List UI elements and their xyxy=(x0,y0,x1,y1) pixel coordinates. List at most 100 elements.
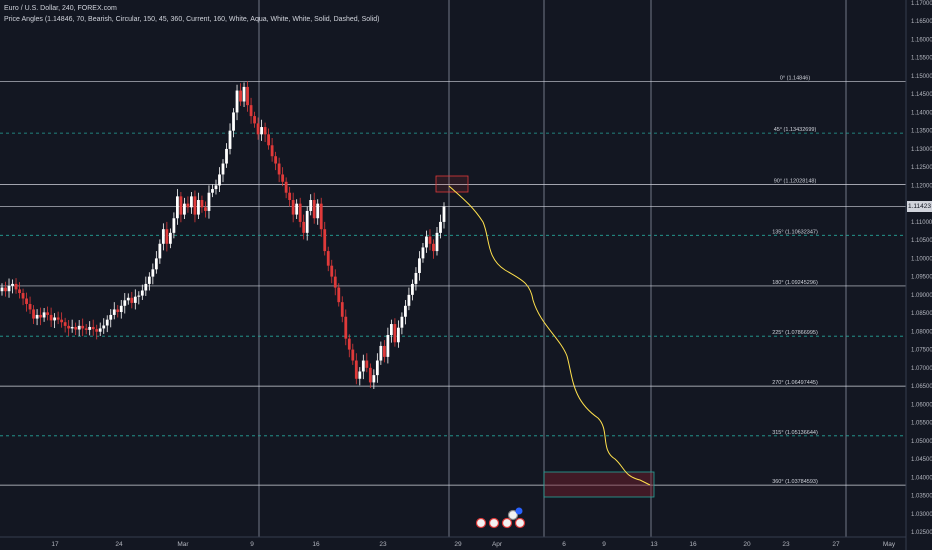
event-icons[interactable] xyxy=(475,507,526,529)
candle-body xyxy=(88,326,92,330)
candle-body xyxy=(351,349,355,361)
y-tick-label: 1.16500 xyxy=(911,19,932,25)
y-tick-label: 1.06000 xyxy=(911,402,932,408)
candle-body xyxy=(25,298,28,304)
candle-body xyxy=(295,203,299,215)
candle-body xyxy=(330,265,334,277)
level-label: 135° (1.10632347) xyxy=(772,229,818,235)
candle-body xyxy=(291,200,295,215)
candle-body xyxy=(393,324,397,343)
candle-body xyxy=(232,112,235,131)
candle-body xyxy=(179,196,183,215)
candle-body xyxy=(84,328,88,330)
candle-body xyxy=(414,272,418,284)
candle-body xyxy=(144,283,148,291)
event-icon[interactable] xyxy=(507,509,519,521)
candle-body xyxy=(361,360,365,372)
candle-body xyxy=(46,312,50,315)
candle-body xyxy=(190,196,193,208)
candle-body xyxy=(147,276,151,284)
y-tick-label: 1.05500 xyxy=(911,421,932,427)
candle-body xyxy=(421,247,425,259)
candles xyxy=(0,81,446,389)
candle-body xyxy=(337,287,341,303)
candle-body xyxy=(109,314,113,320)
candle-body xyxy=(386,334,390,357)
candle-body xyxy=(74,326,78,330)
y-tick-label: 1.13000 xyxy=(911,147,932,153)
candle-body xyxy=(7,285,11,292)
y-tick-label: 1.07000 xyxy=(911,366,932,372)
price-axis[interactable]: 1.17000 1.16500 1.16000 1.15500 1.15000 1.145… xyxy=(905,0,932,550)
y-tick-label: 1.13500 xyxy=(911,129,932,135)
candle-body xyxy=(18,289,21,294)
candle-body xyxy=(228,130,232,149)
candle-body xyxy=(123,300,127,306)
candle-body xyxy=(28,303,32,310)
candle-body xyxy=(347,338,351,350)
candle-body xyxy=(344,316,348,339)
top-box[interactable] xyxy=(435,175,469,193)
x-tick-label: 9 xyxy=(602,541,606,548)
candle-body xyxy=(340,302,344,317)
candle-body xyxy=(35,314,39,319)
candle-body xyxy=(442,206,446,222)
candle-body xyxy=(116,309,120,313)
candle-body xyxy=(186,203,190,208)
y-tick-label: 1.09000 xyxy=(911,293,932,299)
candle-body xyxy=(204,207,207,211)
candle-body xyxy=(81,325,85,329)
candle-body xyxy=(91,326,95,330)
x-tick-label: 23 xyxy=(782,541,790,548)
event-icon[interactable] xyxy=(475,517,487,529)
candle-body xyxy=(358,371,362,379)
candle-body xyxy=(140,290,144,296)
time-axis[interactable]: 17 24 Mar 9 16 23 29 Apr 6 9 13 16 20 23 27 May xyxy=(0,536,906,548)
indicator-legend[interactable]: Price Angles (1.14846, 70, Bearish, Circ… xyxy=(4,16,380,23)
y-tick-label: 1.04500 xyxy=(911,457,932,463)
candle-body xyxy=(102,325,106,329)
candle-body xyxy=(274,156,278,164)
event-icon[interactable] xyxy=(515,507,523,515)
event-icon[interactable] xyxy=(488,517,500,529)
candle-body xyxy=(354,360,358,379)
candle-body xyxy=(263,127,267,135)
candle-body xyxy=(312,200,316,219)
candle-body xyxy=(309,200,313,211)
candle-body xyxy=(319,203,323,230)
candle-body xyxy=(214,185,218,190)
x-tick-label: 24 xyxy=(115,541,123,548)
candle-body xyxy=(151,269,155,277)
x-tick-label: 16 xyxy=(689,541,697,548)
candle-body xyxy=(161,229,165,244)
candle-body xyxy=(425,236,428,248)
event-icon[interactable] xyxy=(501,517,513,529)
x-tick-label: 29 xyxy=(454,541,462,548)
y-tick-label: 1.15500 xyxy=(911,56,932,62)
angle-levels: 0° (1.14846) 45° (1.13432699) 90° (1.12028… xyxy=(0,76,906,486)
candle-body xyxy=(218,174,221,186)
candle-body xyxy=(112,309,116,315)
candle-body xyxy=(372,375,376,383)
x-tick-label: Apr xyxy=(492,541,503,548)
candle-body xyxy=(305,210,309,233)
y-tick-label: 1.08500 xyxy=(911,311,932,317)
candle-body xyxy=(70,326,74,329)
candle-body xyxy=(21,293,25,299)
candle-body xyxy=(14,283,18,290)
candle-body xyxy=(221,163,225,175)
target-box[interactable] xyxy=(543,471,655,498)
candle-body xyxy=(435,232,439,252)
candle-body xyxy=(119,305,123,313)
candle-body xyxy=(39,314,42,318)
candle-body xyxy=(249,105,253,117)
candle-body xyxy=(133,296,137,303)
candle-body xyxy=(211,189,214,193)
candle-body xyxy=(281,174,285,182)
candle-body xyxy=(239,90,242,102)
candle-body xyxy=(175,196,179,219)
event-icon[interactable] xyxy=(514,517,526,529)
x-tick-label: Mar xyxy=(177,541,189,548)
candle-body xyxy=(316,203,320,219)
